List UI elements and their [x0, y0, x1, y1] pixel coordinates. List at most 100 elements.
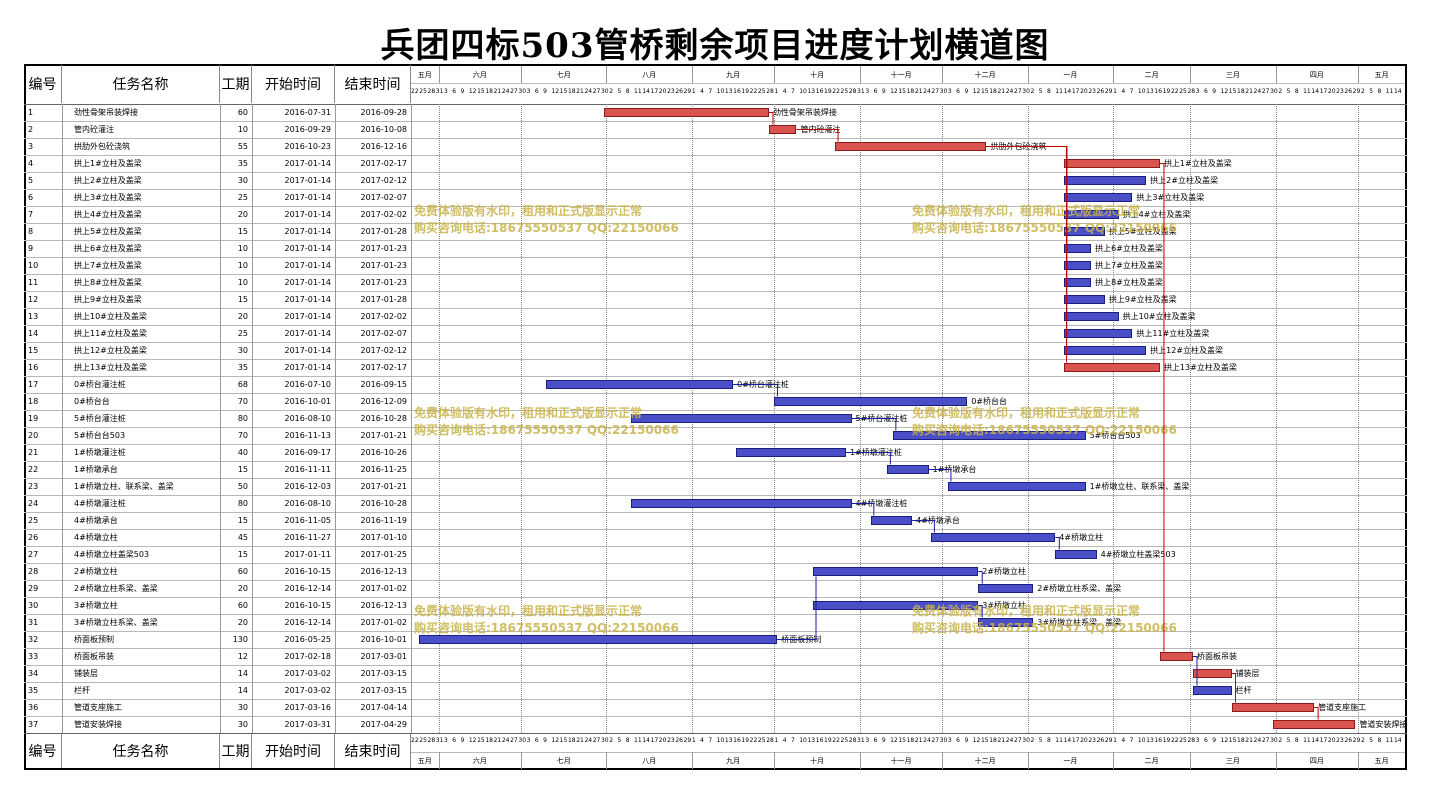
row-divider — [24, 359, 1407, 360]
day-tick-label: 23 — [1088, 88, 1096, 95]
task-bar-label: 拱上10#立柱及盖梁 — [1122, 312, 1196, 321]
day-tick-label: 13 — [1146, 88, 1154, 95]
day-tick-label: 30 — [1270, 88, 1278, 95]
watermark-line-1: 免费体验版有水印，租用和正式版显示正常 — [912, 204, 1141, 218]
day-tick-label: 27 — [1014, 88, 1022, 95]
month-label: 四月 — [1309, 71, 1324, 79]
dependency-link — [777, 576, 817, 640]
task-bar-label: 4#桥墩承台 — [916, 516, 960, 525]
day-tick-label: 29 — [1104, 88, 1113, 95]
day-tick-label: 31 — [857, 737, 865, 744]
dependency-link — [846, 452, 891, 465]
task-end: 2016-09-15 — [360, 380, 408, 389]
task-bar-label: 栏杆 — [1235, 686, 1252, 695]
day-tick-label: 13 — [1146, 737, 1154, 744]
day-tick-label: 21 — [1245, 737, 1253, 744]
row-divider — [24, 325, 1407, 326]
month-label: 二月 — [1144, 757, 1159, 765]
day-tick-label: 12 — [972, 88, 981, 95]
task-name: 4#桥墩立柱 — [74, 533, 118, 542]
day-tick-label: 26 — [1344, 88, 1353, 95]
day-tick-label: 7 — [1129, 88, 1134, 95]
day-tick-label: 5 — [1286, 88, 1291, 95]
day-tick-label: 12 — [468, 737, 477, 744]
day-tick-label: 19 — [741, 88, 750, 95]
task-bar-label: 2#桥墩立柱系梁、盖梁 — [1037, 584, 1122, 593]
day-tick-label: 15 — [477, 737, 485, 744]
day-tick-label: 16 — [1154, 737, 1163, 744]
footer-id: 编号 — [24, 733, 62, 768]
dependency-link — [986, 146, 1068, 210]
task-bar-label: 劲性骨架吊装焊接 — [772, 108, 837, 117]
day-tick-label: 28 — [766, 737, 774, 744]
day-tick-label: 21 — [493, 737, 502, 744]
task-duration: 15 — [237, 227, 248, 236]
day-tick-label: 30 — [600, 88, 609, 95]
task-name: 2#桥墩立柱系梁、盖梁 — [74, 584, 158, 593]
row-divider — [24, 257, 1407, 258]
task-id: 6 — [28, 193, 34, 202]
task-name: 2#桥墩立柱 — [74, 567, 118, 576]
day-tick-label: 2 — [1278, 737, 1283, 744]
day-tick-label: 21 — [997, 88, 1006, 95]
task-start: 2017-01-14 — [284, 176, 332, 185]
dependency-link — [978, 605, 983, 618]
month-boundary — [691, 752, 693, 769]
day-tick-label: 6 — [956, 737, 960, 744]
task-start: 2017-03-02 — [284, 686, 332, 695]
task-start: 2017-01-14 — [284, 329, 332, 338]
task-duration: 80 — [237, 414, 248, 423]
day-tick-label: 11 — [1303, 737, 1311, 744]
row-divider — [24, 580, 1407, 581]
day-tick-label: 28 — [427, 88, 436, 95]
day-tick-label: 18 — [989, 88, 997, 95]
day-tick-label: 12 — [890, 88, 898, 95]
day-tick-label: 22 — [411, 88, 419, 95]
task-bar-label: 拱上6#立柱及盖梁 — [1095, 244, 1163, 253]
day-tick-label: 12 — [890, 737, 898, 744]
month-label: 九月 — [726, 757, 741, 765]
day-tick-label: 16 — [815, 737, 824, 744]
day-tick-label: 15 — [559, 88, 568, 95]
task-id: 8 — [28, 227, 34, 236]
task-end: 2017-02-07 — [360, 193, 408, 202]
dependency-link — [1314, 707, 1319, 720]
footer-name: 任务名称 — [62, 733, 220, 768]
task-name: 5#桥台灌注桩 — [74, 414, 126, 423]
task-start: 2017-01-14 — [284, 210, 332, 219]
month-label: 十二月 — [974, 71, 996, 79]
day-tick-label: 18 — [567, 88, 576, 95]
task-bar-label: 4#桥墩立柱盖梁503 — [1100, 550, 1176, 559]
day-tick-label: 10 — [1137, 737, 1146, 744]
day-tick-label: 30 — [1022, 88, 1030, 95]
day-tick-label: 27 — [1261, 737, 1270, 744]
task-bar — [1063, 346, 1147, 355]
task-duration: 10 — [237, 278, 248, 287]
task-id: 9 — [28, 244, 34, 253]
day-tick-label: 9 — [881, 737, 886, 744]
day-tick-label: 15 — [898, 737, 906, 744]
dependency-link — [978, 571, 983, 584]
task-bar-label: 管道安装焊接 — [1359, 720, 1408, 729]
dependency-link — [986, 146, 1068, 244]
day-tick-label: 12 — [468, 88, 477, 95]
day-tick-label: 24 — [923, 88, 931, 95]
task-end: 2016-10-26 — [360, 448, 408, 457]
day-tick-label: 1 — [691, 88, 696, 95]
month-label: 四月 — [1309, 757, 1324, 765]
task-end: 2017-02-17 — [360, 363, 408, 372]
task-bar-label: 4#桥墩灌注桩 — [855, 499, 908, 508]
day-tick-label: 5 — [1369, 88, 1374, 95]
month-label: 十月 — [810, 71, 825, 79]
day-tick-label: 26 — [1344, 737, 1353, 744]
day-tick-label: 22 — [832, 88, 840, 95]
task-bar — [1055, 550, 1097, 559]
task-id: 31 — [28, 618, 39, 627]
day-tick-label: 23 — [667, 88, 675, 95]
watermark-line-1: 免费体验版有水印，租用和正式版显示正常 — [912, 406, 1141, 420]
task-start: 2017-03-16 — [284, 703, 332, 712]
footer-dur: 工期 — [220, 733, 252, 768]
day-tick-label: 18 — [567, 737, 576, 744]
day-tick-label: 9 — [881, 88, 886, 95]
day-tick-label: 3 — [1195, 737, 1200, 744]
